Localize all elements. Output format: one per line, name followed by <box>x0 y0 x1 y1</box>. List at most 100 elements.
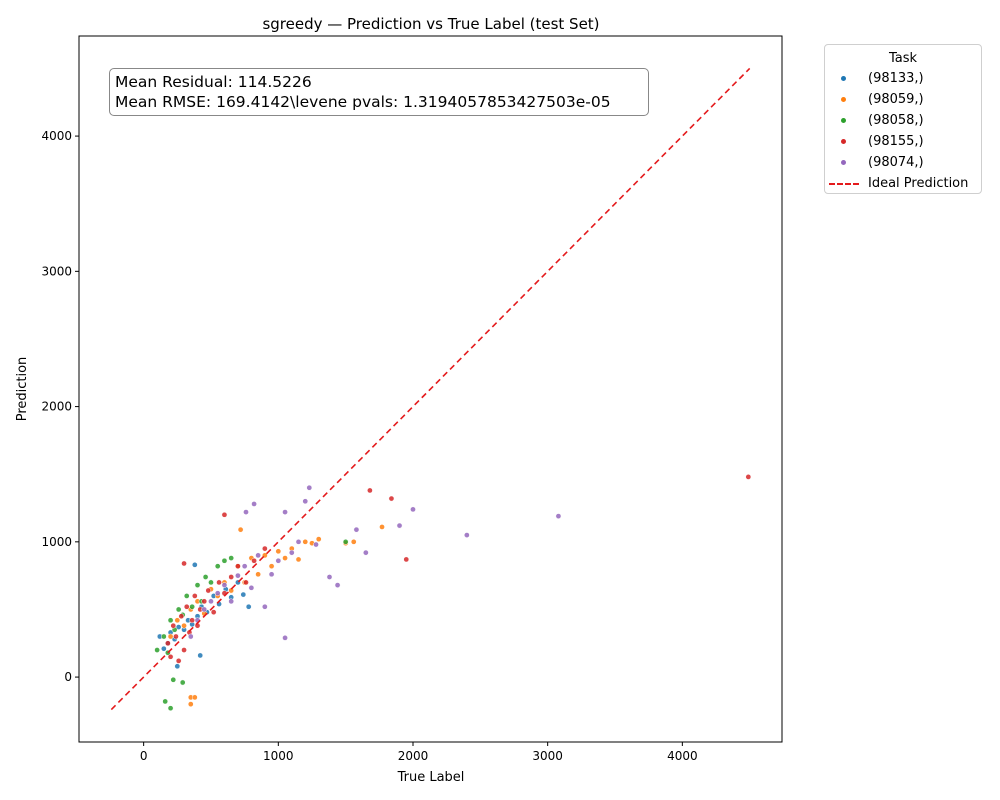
data-point <box>302 538 309 545</box>
data-point <box>262 603 268 610</box>
data-point <box>187 701 194 707</box>
legend-title: Task <box>888 51 918 66</box>
legend-label: (98059,) <box>868 92 924 107</box>
legend-item: (98133,) <box>825 68 981 89</box>
data-point <box>154 647 160 653</box>
y-tick-label: 1000 <box>41 535 72 549</box>
legend-label: Ideal Prediction <box>868 176 969 191</box>
legend-marker-icon <box>841 118 846 123</box>
data-point <box>245 603 252 610</box>
legend-label: (98133,) <box>868 71 924 86</box>
data-point <box>214 563 221 570</box>
data-point <box>183 593 190 599</box>
data-point <box>268 571 275 578</box>
stats-annotation: Mean Residual: 114.5226 Mean RMSE: 169.4… <box>109 68 649 116</box>
data-point <box>201 598 208 605</box>
legend-item: (98155,) <box>825 131 981 152</box>
x-axis-label: True Label <box>397 770 465 785</box>
data-point <box>315 536 322 542</box>
legend-marker-icon <box>841 139 846 144</box>
data-point <box>170 676 177 683</box>
data-point <box>282 555 288 561</box>
legend-label: (98074,) <box>868 155 924 170</box>
data-point <box>295 556 302 563</box>
data-point <box>745 474 752 480</box>
x-tick-label: 2000 <box>398 749 429 763</box>
data-point <box>165 640 171 647</box>
data-point <box>282 509 288 515</box>
data-point <box>174 663 181 670</box>
data-point <box>162 698 169 705</box>
data-point <box>173 633 179 640</box>
data-point <box>410 506 416 513</box>
data-point <box>160 645 167 652</box>
data-point <box>178 613 185 620</box>
data-point <box>183 603 190 610</box>
data-point <box>205 587 212 594</box>
data-point <box>228 574 235 580</box>
scatter-points <box>154 474 752 712</box>
data-point <box>241 563 248 570</box>
data-point <box>353 526 360 533</box>
data-point <box>235 572 241 579</box>
data-point <box>268 563 275 570</box>
data-point <box>363 549 369 556</box>
data-point <box>160 633 167 640</box>
data-point <box>167 617 174 624</box>
legend-label: (98058,) <box>868 113 924 128</box>
data-point <box>237 526 244 533</box>
legend-label: (98155,) <box>868 134 924 149</box>
data-point <box>221 511 228 518</box>
data-point <box>221 557 228 564</box>
data-point <box>194 582 201 588</box>
data-point <box>167 633 174 640</box>
data-point <box>243 579 249 586</box>
legend-dashed-line-icon <box>829 183 859 185</box>
data-point <box>396 522 403 529</box>
legend-marker-icon <box>841 160 846 165</box>
data-point <box>191 561 198 568</box>
data-point <box>208 579 214 586</box>
data-point <box>181 622 187 629</box>
data-point <box>306 484 313 491</box>
data-point <box>214 590 221 597</box>
legend-marker-icon <box>841 76 846 81</box>
data-point <box>235 563 241 570</box>
data-point <box>179 679 186 686</box>
data-point <box>175 624 182 630</box>
data-point <box>262 545 268 552</box>
data-point <box>189 617 195 624</box>
data-point <box>350 538 357 545</box>
data-point <box>174 617 181 624</box>
data-point <box>216 579 222 586</box>
legend-item: (98059,) <box>825 89 981 110</box>
y-tick-label: 4000 <box>41 129 72 143</box>
data-point <box>282 635 288 641</box>
legend-item: (98058,) <box>825 110 981 131</box>
data-point <box>367 487 373 494</box>
data-point <box>255 571 261 578</box>
data-point <box>403 556 410 563</box>
data-point <box>555 513 562 519</box>
data-point <box>275 557 282 564</box>
data-point <box>251 501 257 507</box>
mean-residual-text: Mean Residual: 114.5226 <box>115 73 312 91</box>
data-point <box>187 633 194 640</box>
data-point <box>175 606 182 613</box>
data-point <box>167 653 174 660</box>
x-tick-label: 4000 <box>667 749 698 763</box>
data-point <box>255 552 261 559</box>
mean-rmse-text: Mean RMSE: 169.4142\levene pvals: 1.3194… <box>115 93 611 111</box>
x-axis: 0 1000 2000 3000 4000 <box>140 742 698 763</box>
data-point <box>275 548 282 555</box>
data-point <box>464 532 470 538</box>
data-point <box>197 652 204 659</box>
x-tick-label: 0 <box>140 749 148 763</box>
data-point <box>228 598 235 605</box>
data-point <box>210 609 217 616</box>
data-point <box>191 593 198 599</box>
data-point <box>170 622 177 629</box>
data-point <box>388 495 395 502</box>
data-point <box>228 587 235 594</box>
